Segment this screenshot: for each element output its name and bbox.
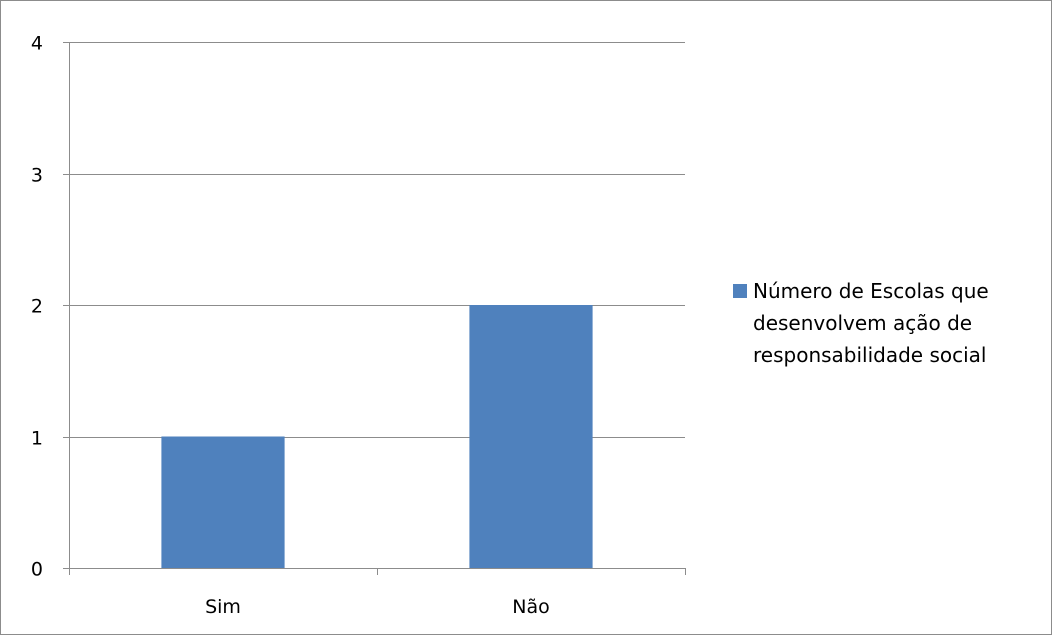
- x-tick-label-1: Não: [512, 596, 549, 618]
- x-tick-label-0: Sim: [205, 596, 241, 618]
- legend: Número de Escolas que desenvolvem ação d…: [733, 275, 1043, 371]
- axes: [63, 42, 686, 575]
- y-tick-label-0: 0: [31, 559, 43, 581]
- y-tick-label-3: 3: [31, 165, 43, 187]
- legend-label: Número de Escolas que desenvolvem ação d…: [753, 279, 989, 367]
- legend-swatch: [733, 284, 747, 298]
- y-tick-label-4: 4: [31, 33, 43, 55]
- bar-1: [469, 305, 593, 568]
- y-tick-label-1: 1: [31, 428, 43, 450]
- y-tick-label-2: 2: [31, 296, 43, 318]
- tick-labels: 0 1 2 3 4 Sim Não: [31, 33, 550, 619]
- bars: [161, 305, 593, 568]
- bar-0: [161, 436, 285, 568]
